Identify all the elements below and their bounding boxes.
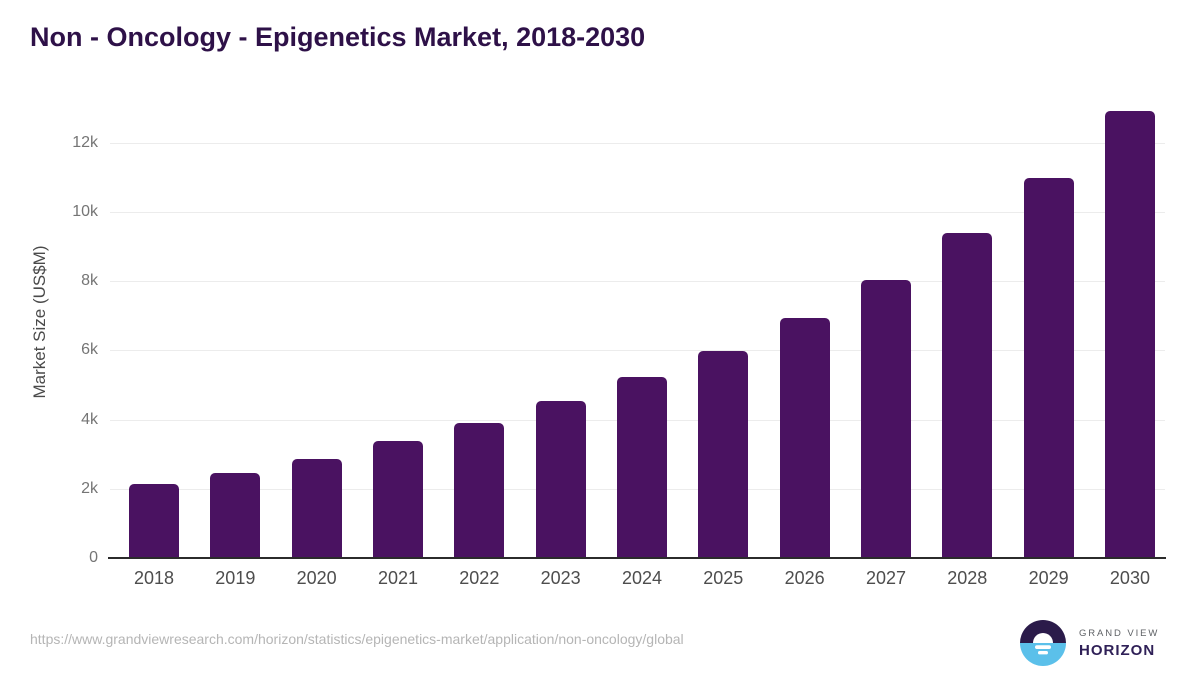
gridline-10k: [110, 211, 1165, 213]
bar-2020[interactable]: [291, 459, 342, 558]
x-tick-label-2024: 2024: [621, 568, 662, 588]
x-tick-label-2020: 2020: [296, 568, 337, 588]
x-axis-line: [108, 557, 1166, 559]
y-tick-label-0: 0: [89, 549, 98, 566]
y-tick-label-10k: 10k: [72, 202, 98, 220]
bar-2024[interactable]: [616, 377, 667, 558]
y-tick-label-12k: 12k: [72, 133, 98, 151]
bar-2022[interactable]: [454, 422, 505, 558]
gridline-6k: [110, 350, 1165, 352]
x-tick-label-2019: 2019: [215, 568, 256, 588]
x-tick-label-2027: 2027: [865, 568, 906, 588]
y-tick-label-2k: 2k: [81, 479, 98, 497]
y-tick-label-8k: 8k: [81, 272, 98, 290]
x-tick-label-2026: 2026: [784, 568, 825, 588]
x-tick-label-2023: 2023: [540, 568, 581, 588]
grand-view-horizon-logo: GRAND VIEW HORIZON: [1020, 620, 1159, 666]
logo-brand-bottom: HORIZON: [1079, 641, 1156, 659]
plot-area: [110, 108, 1165, 558]
bar-2029[interactable]: [1023, 178, 1074, 558]
bar-2018[interactable]: [129, 483, 179, 558]
bar-2026[interactable]: [779, 317, 830, 558]
x-tick-label-2028: 2028: [947, 568, 988, 588]
bar-2021[interactable]: [372, 441, 423, 558]
bar-2025[interactable]: [698, 350, 749, 558]
source-url: https://www.grandviewresearch.com/horizo…: [30, 631, 684, 647]
logo-brand-top: GRAND VIEW: [1079, 627, 1160, 639]
y-axis-title: Market Size (US$M): [30, 245, 49, 399]
gridline-12k: [110, 142, 1165, 144]
page-title: Non - Oncology - Epigenetics Market, 201…: [30, 22, 646, 52]
x-tick-label-2022: 2022: [459, 568, 500, 588]
y-tick-label-4k: 4k: [81, 410, 98, 428]
x-tick-label-2021: 2021: [377, 568, 418, 588]
bar-2027[interactable]: [860, 279, 911, 558]
bar-2019[interactable]: [210, 472, 261, 558]
bar-2028[interactable]: [942, 233, 993, 558]
sunrise-over-water-circle-icon: [1020, 620, 1066, 666]
logo-text: GRAND VIEW HORIZON: [1079, 628, 1159, 659]
gridline-8k: [110, 281, 1165, 283]
x-tick-label-2029: 2029: [1028, 568, 1069, 588]
bar-2030[interactable]: [1104, 111, 1155, 558]
x-tick-label-2018: 2018: [133, 568, 175, 588]
x-tick-label-2025: 2025: [703, 568, 744, 588]
x-tick-label-2030: 2030: [1109, 568, 1150, 588]
y-tick-label-6k: 6k: [81, 341, 98, 359]
bar-2023[interactable]: [535, 401, 586, 558]
